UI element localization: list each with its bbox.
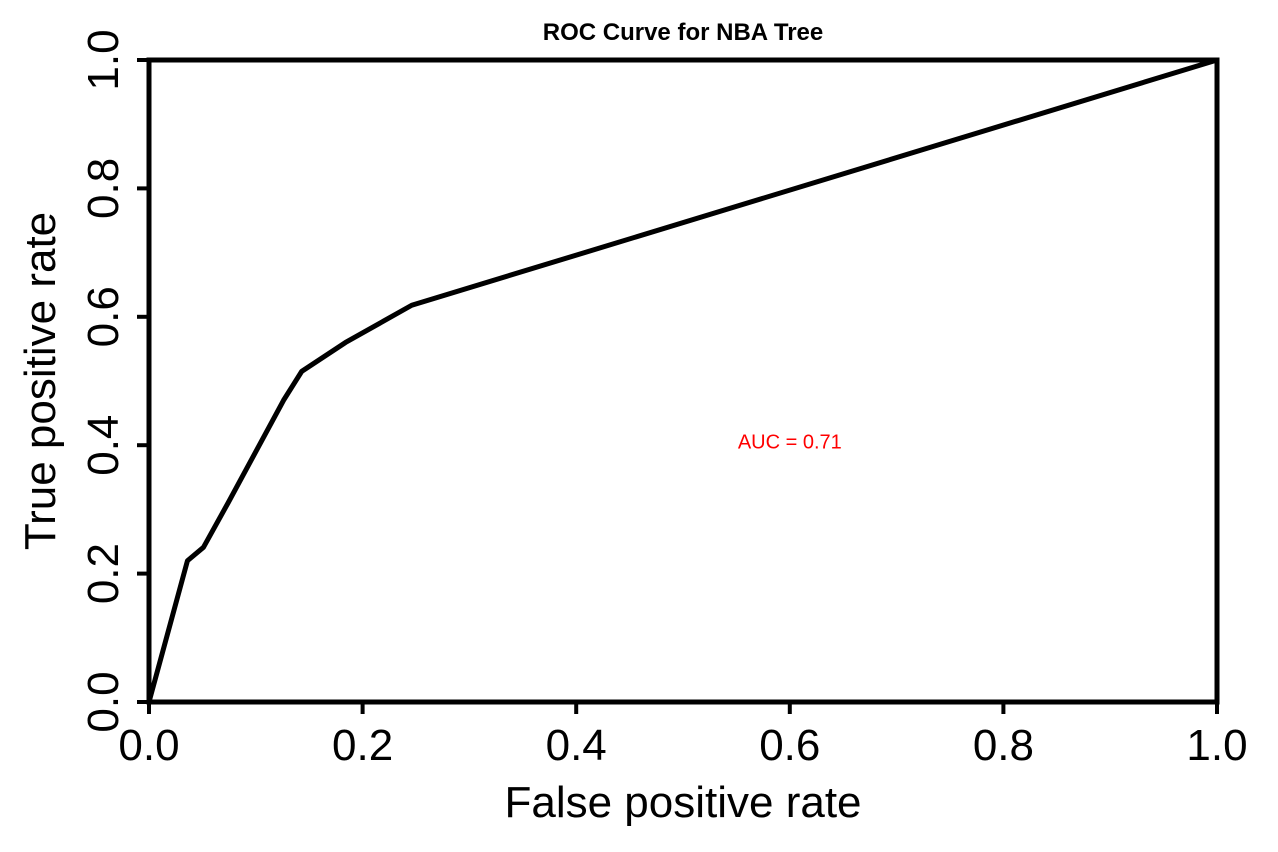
x-axis-label: False positive rate [504, 778, 861, 827]
x-tick-label: 0.6 [759, 721, 820, 770]
x-tick-label: 0.0 [118, 721, 179, 770]
y-tick-label: 1.0 [79, 29, 128, 90]
y-tick-label: 0.2 [79, 543, 128, 604]
plot-frame [146, 57, 1220, 705]
x-tick-label: 1.0 [1186, 721, 1247, 770]
x-tick-label: 0.2 [332, 721, 393, 770]
x-tick-label: 0.4 [546, 721, 607, 770]
series-layer [146, 57, 1220, 705]
y-tick-label: 0.4 [79, 415, 128, 476]
x-tick-label: 0.8 [973, 721, 1034, 770]
chart-title: ROC Curve for NBA Tree [543, 19, 824, 46]
x-axis: 0.0 0.2 0.4 0.6 0.8 1.0 [118, 702, 1248, 770]
y-axis: 0.0 0.2 0.4 0.6 0.8 1.0 [79, 29, 149, 733]
auc-annotation: AUC = 0.71 [738, 431, 842, 453]
roc-curve-line [146, 57, 1220, 705]
y-tick-label: 0.6 [79, 286, 128, 347]
y-axis-label: True positive rate [16, 212, 65, 550]
y-tick-label: 0.8 [79, 158, 128, 219]
y-tick-label: 0.0 [79, 671, 128, 732]
annotation-layer: AUC = 0.71 [738, 431, 842, 453]
